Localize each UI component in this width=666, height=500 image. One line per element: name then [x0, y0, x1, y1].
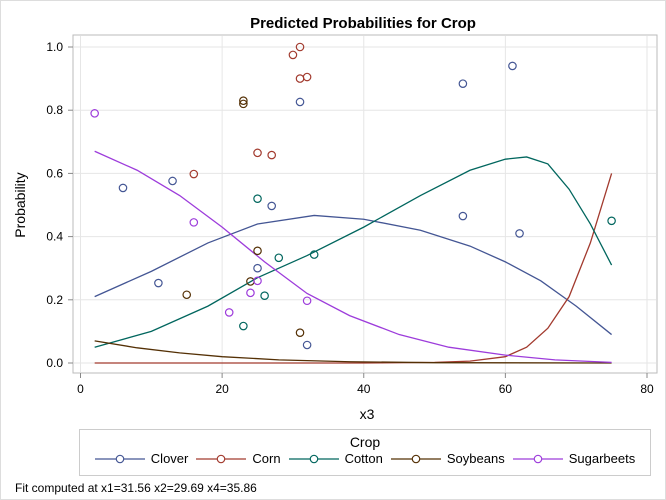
point-sugarbeets	[90, 109, 99, 118]
point-clover	[253, 263, 262, 273]
x-tick-label: 20	[215, 382, 229, 396]
curve-clover	[94, 214, 613, 336]
point-cotton	[607, 216, 616, 226]
y-tick-label: 0.4	[46, 230, 63, 244]
curve-corn	[94, 173, 613, 364]
point-soybeans	[182, 290, 192, 300]
curve-sugarbeets	[94, 150, 612, 364]
chart-title: Predicted Probabilities for Crop	[250, 15, 476, 32]
point-soybeans	[239, 99, 248, 109]
point-soybeans	[295, 328, 305, 337]
legend-marker-icon	[94, 454, 145, 463]
legend-marker-icon	[512, 454, 563, 463]
legend-label: Clover	[150, 451, 189, 466]
point-clover	[302, 340, 312, 350]
curve-cotton	[94, 156, 613, 348]
legend-label: Soybeans	[446, 451, 505, 466]
y-tick-label: 1.0	[46, 40, 63, 54]
point-sugarbeets	[246, 288, 255, 298]
point-cotton	[309, 250, 319, 259]
legend-label: Corn	[252, 451, 281, 466]
curve-soybeans	[94, 340, 612, 364]
legend-items: Clover Corn Cotton Soybeans Sugarbeets	[80, 451, 650, 466]
point-corn	[295, 42, 305, 52]
point-cotton	[239, 321, 248, 331]
y-tick-label: 0.2	[46, 293, 63, 307]
x-tick-label: 80	[640, 382, 654, 396]
legend-label: Cotton	[344, 451, 383, 466]
point-cotton	[260, 291, 269, 300]
legend-item-sugarbeets: Sugarbeets	[512, 451, 636, 466]
curves	[94, 150, 613, 364]
point-corn	[302, 72, 312, 82]
legend-item-corn: Corn	[196, 451, 281, 466]
y-axis-label: Probability	[12, 172, 28, 237]
footnote: Fit computed at x1=31.56 x2=29.69 x4=35.…	[15, 481, 257, 495]
point-clover	[515, 229, 524, 238]
legend-item-soybeans: Soybeans	[390, 451, 505, 466]
x-axis-label: x3	[360, 406, 375, 422]
y-tick-label: 0.8	[46, 103, 63, 117]
legend-item-cotton: Cotton	[288, 451, 383, 466]
y-tick-label: 0.0	[46, 356, 63, 370]
legend-marker-icon	[288, 454, 339, 463]
point-clover	[267, 201, 276, 211]
point-sugarbeets	[302, 296, 312, 306]
y-tick-label: 0.6	[46, 166, 63, 180]
x-tick-label: 0	[77, 382, 84, 396]
point-corn	[189, 169, 199, 179]
point-clover	[154, 278, 163, 288]
x-tick-label: 40	[357, 382, 371, 396]
point-sugarbeets	[189, 218, 199, 227]
point-sugarbeets	[253, 276, 262, 286]
point-clover	[295, 97, 305, 107]
point-corn	[267, 150, 276, 160]
point-cotton	[274, 253, 284, 263]
legend-marker-icon	[390, 454, 441, 463]
point-corn	[295, 74, 305, 83]
legend-item-clover: Clover	[94, 451, 189, 466]
chart-svg: Predicted Probabilities for Crop x3 Prob…	[12, 15, 658, 422]
point-clover	[508, 61, 517, 71]
legend-title: Crop	[349, 434, 381, 450]
legend-marker-icon	[196, 454, 247, 463]
point-soybeans	[253, 246, 262, 256]
point-clover	[458, 211, 468, 221]
legend: Crop Clover Corn Cotton Soybeans Sugarbeets	[79, 429, 651, 476]
point-sugarbeets	[224, 308, 234, 317]
legend-label: Sugarbeets	[568, 451, 636, 466]
axes: 0 20 40 60 80 0.0 0.2 0.4 0.6 0.8 1.0	[46, 40, 654, 396]
points	[90, 42, 616, 350]
point-soybeans	[239, 96, 248, 106]
x-tick-label: 60	[499, 382, 513, 396]
point-corn	[253, 148, 262, 158]
point-cotton	[253, 194, 262, 203]
point-clover	[168, 176, 177, 186]
point-corn	[288, 50, 298, 60]
plot-frame	[72, 34, 658, 374]
point-clover	[458, 79, 468, 88]
point-clover	[118, 183, 128, 193]
